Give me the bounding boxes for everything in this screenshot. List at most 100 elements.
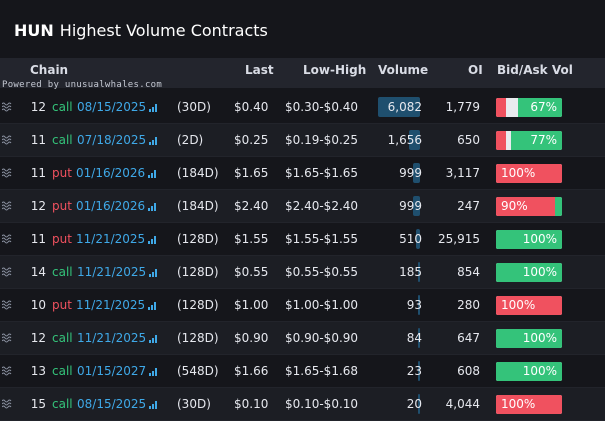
ask-segment xyxy=(555,197,562,216)
strike-price: 12 xyxy=(30,199,46,213)
expiry-link[interactable]: 11/21/2025 xyxy=(76,289,157,321)
open-interest: 4,044 xyxy=(445,397,480,411)
option-type: call xyxy=(52,133,73,147)
strike-price: 14 xyxy=(30,265,46,279)
open-interest: 280 xyxy=(457,298,480,312)
bid-ask-bar: 100% xyxy=(496,395,562,414)
expiry-date: 01/16/2026 xyxy=(76,199,146,213)
bar-chart-icon xyxy=(149,104,158,112)
table-row[interactable]: 11 put 01/16/2026 (184D) $1.65 $1.65-$1.65 999… xyxy=(0,157,605,190)
table-row[interactable]: 10 put 11/21/2025 (128D) $1.00 $1.00-$1.00 93 2… xyxy=(0,289,605,322)
option-type: call xyxy=(52,265,73,279)
strike-price: 15 xyxy=(30,397,46,411)
ask-segment xyxy=(496,329,562,348)
last-price: $0.90 xyxy=(234,331,269,345)
table-row[interactable]: 11 put 11/21/2025 (128D) $1.55 $1.55-$1.55 510… xyxy=(0,223,605,256)
ask-segment xyxy=(496,362,562,381)
expiry-link[interactable]: 01/15/2027 xyxy=(77,355,158,387)
volume-value: 84 xyxy=(406,331,422,345)
days-to-expiry: (2D) xyxy=(177,133,204,147)
table-row[interactable]: 14 call 11/21/2025 (128D) $0.55 $0.55-$0.55 18… xyxy=(0,256,605,289)
header-bidask[interactable]: Bid/Ask Vol xyxy=(497,63,573,77)
table-row[interactable]: 12 put 01/16/2026 (184D) $2.40 $2.40-$2.40 999… xyxy=(0,190,605,223)
low-high-range: $1.55-$1.55 xyxy=(285,232,359,246)
expiry-date: 01/15/2027 xyxy=(77,364,147,378)
bar-chart-icon xyxy=(149,269,158,277)
table-row[interactable]: 15 call 08/15/2025 (30D) $0.10 $0.10-$0.10 20 4… xyxy=(0,388,605,421)
days-to-expiry: (128D) xyxy=(177,265,219,279)
bid-ask-bar: 100% xyxy=(496,230,562,249)
expiry-link[interactable]: 11/21/2025 xyxy=(77,322,158,354)
table-row[interactable]: 11 call 07/18/2025 (2D) $0.25 $0.19-$0.25 1,65… xyxy=(0,124,605,157)
bid-ask-bar: 100% xyxy=(496,164,562,183)
last-price: $1.55 xyxy=(234,232,269,246)
open-interest: 608 xyxy=(457,364,480,378)
bid-ask-bar: 100% xyxy=(496,263,562,282)
expiry-link[interactable]: 07/18/2025 xyxy=(77,124,158,156)
low-high-range: $0.55-$0.55 xyxy=(285,265,359,279)
table-row[interactable]: 13 call 01/15/2027 (548D) $1.66 $1.65-$1.68 23… xyxy=(0,355,605,388)
low-high-range: $0.90-$0.90 xyxy=(285,331,359,345)
table-row[interactable]: 12 call 11/21/2025 (128D) $0.90 $0.90-$0.90 84… xyxy=(0,322,605,355)
days-to-expiry: (184D) xyxy=(177,166,219,180)
strike-price: 12 xyxy=(30,331,46,345)
volume-bar xyxy=(413,163,420,183)
expiry-link[interactable]: 11/21/2025 xyxy=(76,223,157,255)
volume-bar xyxy=(409,130,420,150)
header-chain[interactable]: Chain xyxy=(30,63,69,77)
waves-icon xyxy=(1,355,13,387)
expiry-link[interactable]: 11/21/2025 xyxy=(77,256,158,288)
volume-bar xyxy=(418,328,420,348)
ask-segment xyxy=(518,98,562,117)
option-type: put xyxy=(52,166,72,180)
volume-bar xyxy=(418,262,420,282)
bid-ask-label: 90% xyxy=(501,199,528,213)
low-high-range: $0.30-$0.40 xyxy=(285,100,359,114)
volume-value: 93 xyxy=(406,298,422,312)
bar-chart-icon xyxy=(149,137,158,145)
ask-segment xyxy=(496,263,562,282)
bid-ask-label: 100% xyxy=(501,166,536,180)
option-type: call xyxy=(52,364,73,378)
waves-icon xyxy=(1,190,13,222)
bid-ask-label: 100% xyxy=(522,232,557,246)
volume-bar xyxy=(418,361,420,381)
days-to-expiry: (128D) xyxy=(177,232,219,246)
table-row[interactable]: 12 call 08/15/2025 (30D) $0.40 $0.30-$0.40 6,0… xyxy=(0,91,605,124)
bid-segment xyxy=(496,296,562,315)
open-interest: 854 xyxy=(457,265,480,279)
waves-icon xyxy=(1,223,13,255)
low-high-range: $1.00-$1.00 xyxy=(285,298,359,312)
days-to-expiry: (184D) xyxy=(177,199,219,213)
volume-value: 510 xyxy=(399,232,422,246)
expiry-date: 11/21/2025 xyxy=(76,232,146,246)
low-high-range: $1.65-$1.65 xyxy=(285,166,359,180)
bid-ask-label: 77% xyxy=(530,133,557,147)
expiry-date: 11/21/2025 xyxy=(77,265,147,279)
mid-segment xyxy=(506,131,511,150)
header-lowhigh[interactable]: Low-High xyxy=(303,63,367,77)
last-price: $0.40 xyxy=(234,100,269,114)
volume-bar xyxy=(418,394,420,414)
bid-segment xyxy=(496,164,562,183)
bid-ask-label: 67% xyxy=(530,100,557,114)
option-type: put xyxy=(52,199,72,213)
mid-segment xyxy=(506,98,518,117)
expiry-link[interactable]: 01/16/2026 xyxy=(76,157,157,189)
waves-icon xyxy=(1,91,13,123)
bid-ask-label: 100% xyxy=(522,265,557,279)
days-to-expiry: (548D) xyxy=(177,364,219,378)
waves-icon xyxy=(1,322,13,354)
expiry-date: 08/15/2025 xyxy=(77,397,147,411)
volume-bar xyxy=(418,295,420,315)
expiry-date: 07/18/2025 xyxy=(77,133,147,147)
bid-ask-bar: 67% xyxy=(496,98,562,117)
header-last[interactable]: Last xyxy=(245,63,274,77)
expiry-link[interactable]: 08/15/2025 xyxy=(77,91,158,123)
expiry-link[interactable]: 01/16/2026 xyxy=(76,190,157,222)
expiry-link[interactable]: 08/15/2025 xyxy=(77,388,158,420)
bar-chart-icon xyxy=(149,368,158,376)
header-oi[interactable]: OI xyxy=(468,63,483,77)
header-volume[interactable]: Volume xyxy=(378,63,429,77)
volume-value: 999 xyxy=(399,199,422,213)
